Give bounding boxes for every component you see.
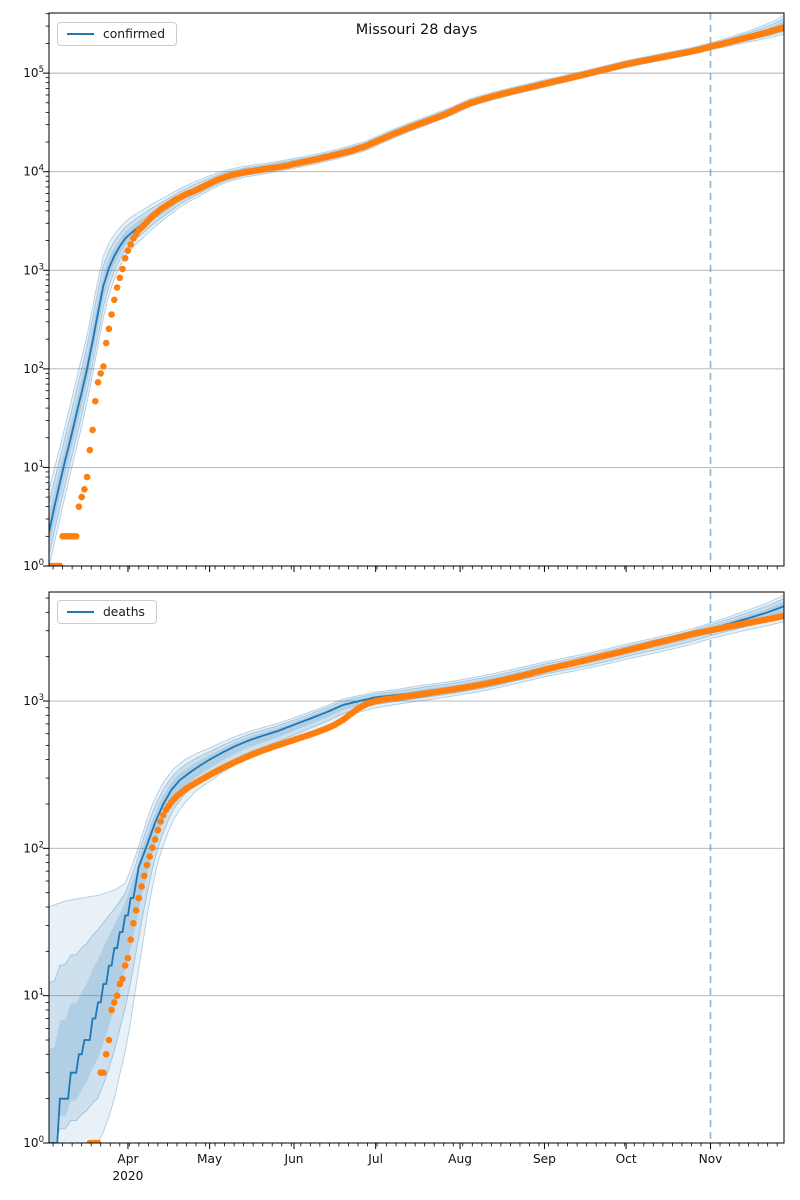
svg-text:103: 103	[23, 262, 44, 277]
legend-label-deaths: deaths	[103, 605, 145, 619]
svg-text:Sep: Sep	[533, 1152, 556, 1166]
svg-text:102: 102	[23, 840, 44, 855]
svg-text:101: 101	[23, 459, 44, 474]
svg-text:Nov: Nov	[699, 1152, 723, 1166]
svg-text:Jul: Jul	[367, 1152, 383, 1166]
svg-text:103: 103	[23, 693, 44, 708]
svg-text:100: 100	[23, 558, 44, 573]
svg-text:May: May	[197, 1152, 222, 1166]
svg-text:Apr: Apr	[117, 1152, 139, 1166]
legend-label-confirmed: confirmed	[103, 27, 166, 41]
chart-title: Missouri 28 days	[355, 22, 478, 38]
svg-text:Jun: Jun	[283, 1152, 303, 1166]
legend-confirmed: confirmed	[57, 22, 178, 46]
svg-text:Oct: Oct	[616, 1152, 637, 1166]
svg-text:104: 104	[23, 164, 44, 179]
svg-text:105: 105	[23, 65, 44, 80]
legend-line-swatch-deaths	[67, 611, 94, 613]
svg-text:2020: 2020	[112, 1169, 143, 1183]
svg-text:100: 100	[23, 1135, 44, 1150]
svg-text:Aug: Aug	[448, 1152, 472, 1166]
svg-text:102: 102	[23, 361, 44, 376]
legend-deaths: deaths	[57, 600, 157, 624]
legend-line-swatch-confirmed	[67, 33, 94, 35]
svg-text:101: 101	[23, 988, 44, 1003]
